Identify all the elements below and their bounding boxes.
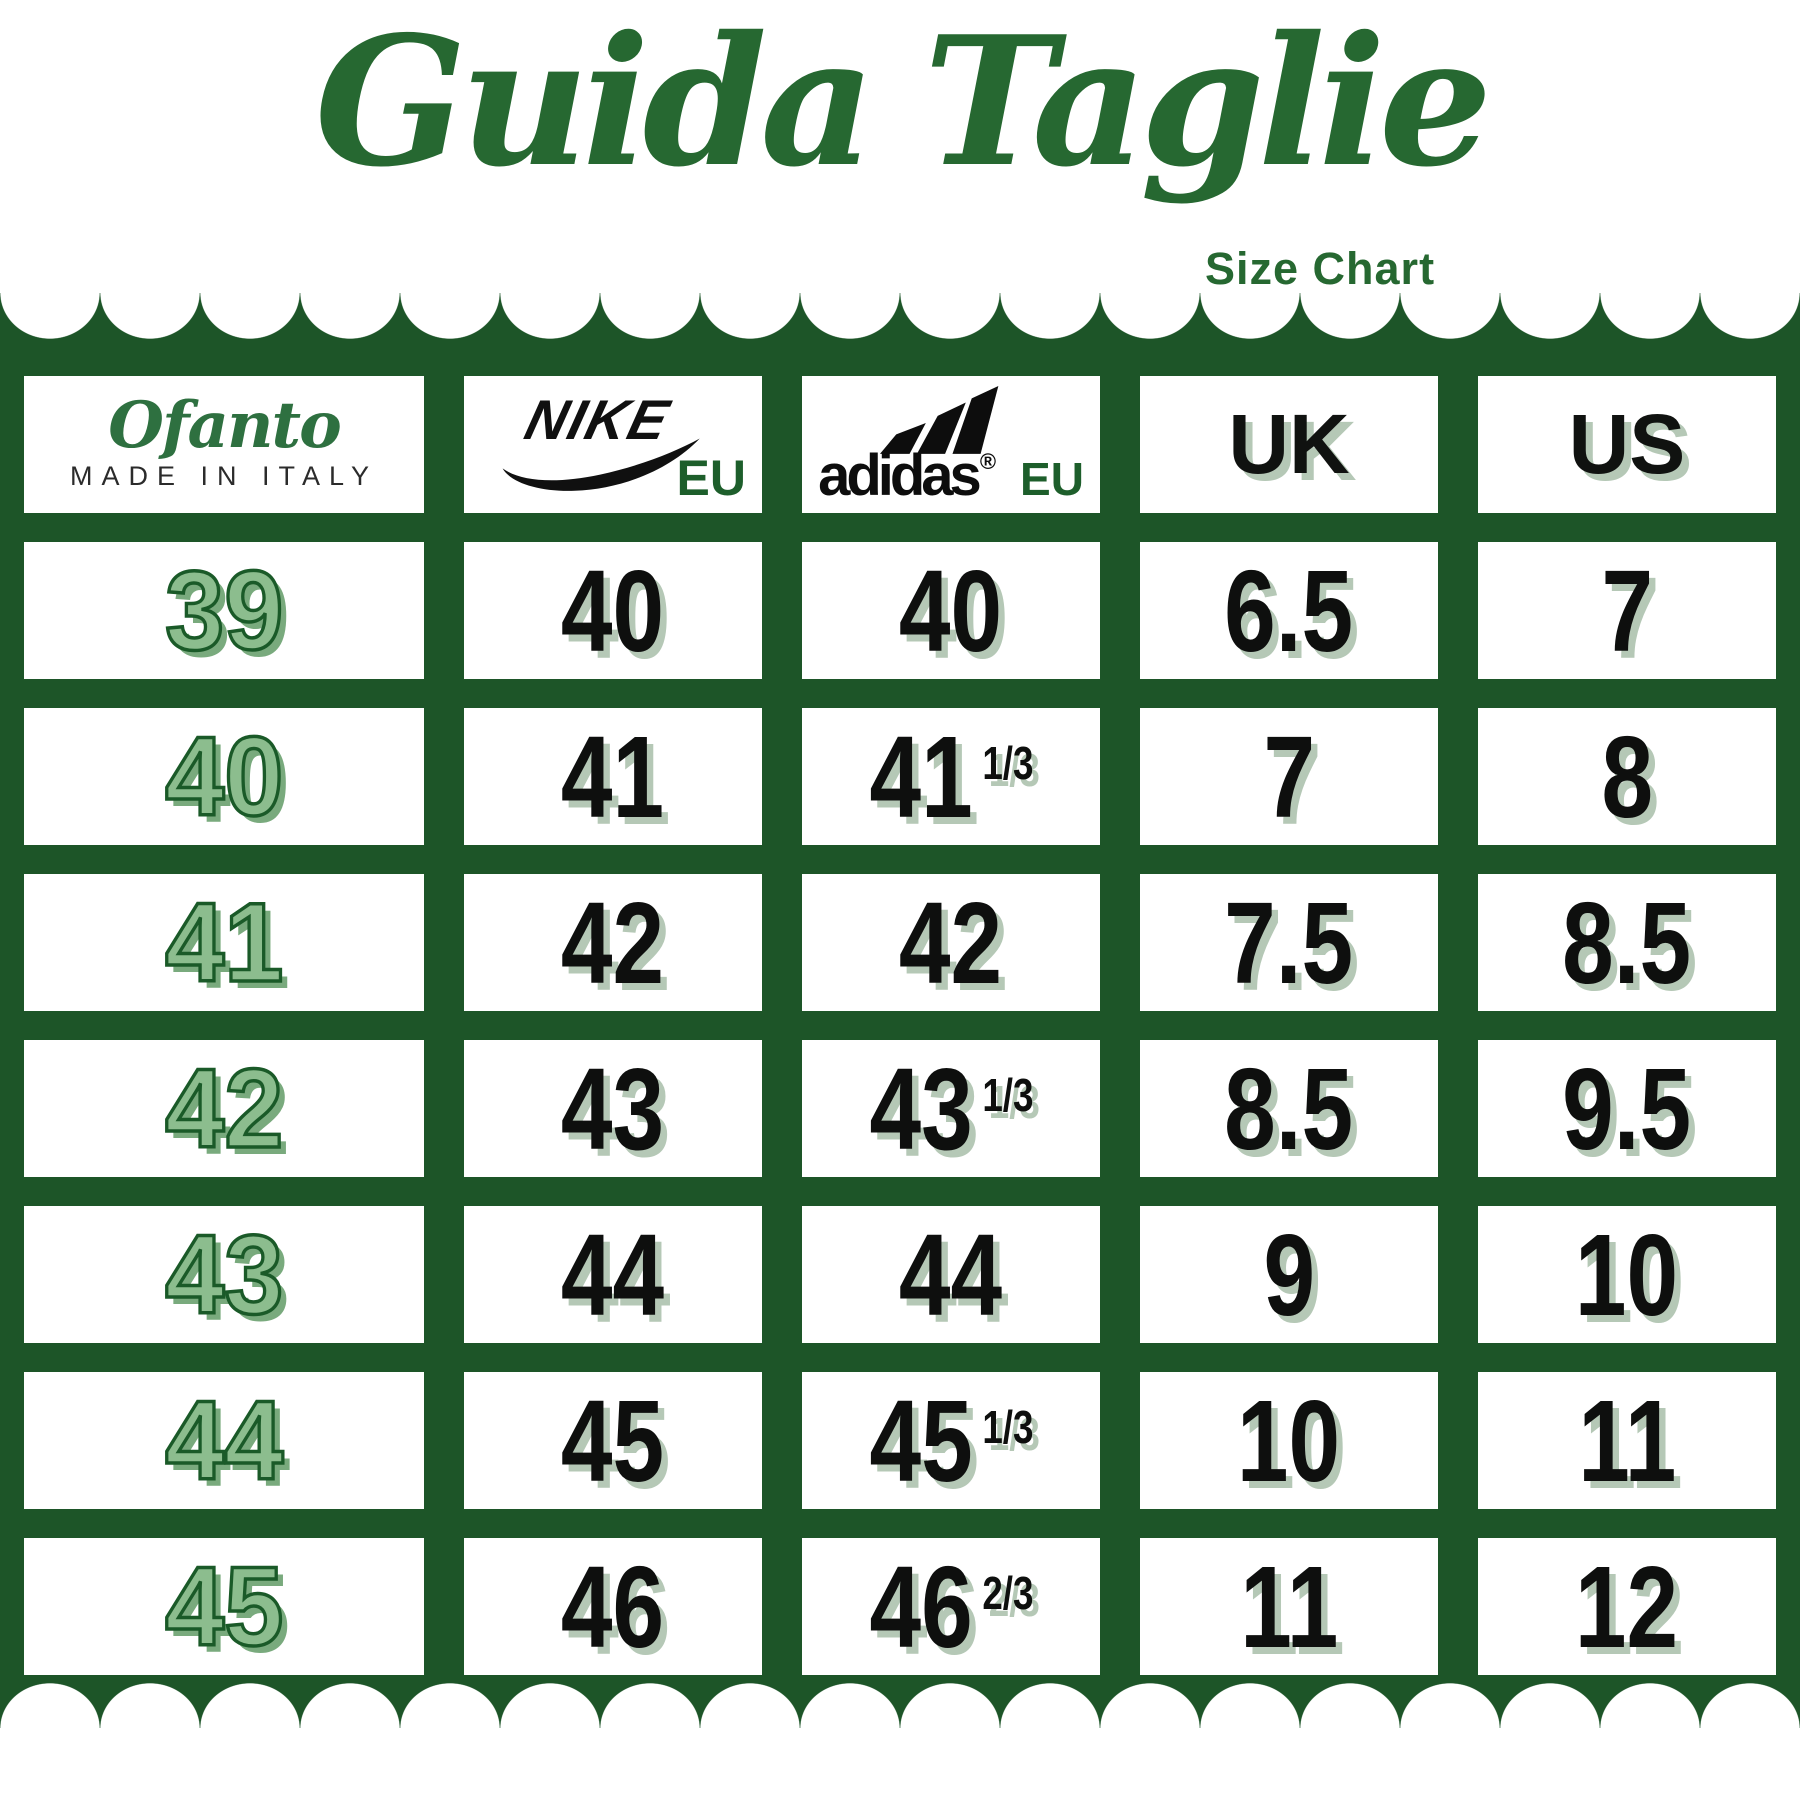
us-column-label: US — [1568, 397, 1686, 491]
ofanto-brand-name: Ofanto — [108, 388, 342, 464]
nike-size-value: 43 — [561, 1043, 665, 1174]
nike-size-value: 42 — [561, 877, 665, 1008]
ofanto-size-value: 41 — [163, 879, 285, 1005]
adidas-size-value: 46 2/3 — [868, 1541, 1033, 1672]
uk-size-cell: 6.5 — [1140, 542, 1438, 679]
uk-size-cell: 10 — [1140, 1372, 1438, 1509]
nike-size-cell: 46 — [464, 1538, 762, 1675]
size-table: Ofanto MADE IN ITALY NIKE EU — [24, 376, 1776, 1675]
ofanto-logo: Ofanto MADE IN ITALY — [69, 388, 379, 492]
adidas-size-cell: 40 — [802, 542, 1100, 679]
nike-size-value: 40 — [561, 545, 665, 676]
nike-logo: NIKE — [492, 387, 704, 492]
nike-size-cell: 44 — [464, 1206, 762, 1343]
adidas-size-value: 44 — [899, 1209, 1003, 1340]
adidas-size-value: 45 1/3 — [868, 1375, 1033, 1506]
scallop-bottom-edge — [0, 1683, 1800, 1728]
header-us: US — [1478, 376, 1776, 513]
us-size-cell: 10 — [1478, 1206, 1776, 1343]
uk-size-cell: 9 — [1140, 1206, 1438, 1343]
nike-size-value: 44 — [561, 1209, 665, 1340]
ofanto-size-value: 42 — [163, 1045, 285, 1171]
us-size-cell: 11 — [1478, 1372, 1776, 1509]
us-size-value: 9.5 — [1562, 1043, 1692, 1174]
page-title: Guida Taglie — [314, 0, 1493, 206]
nike-size-value: 46 — [561, 1541, 665, 1672]
us-size-cell: 8.5 — [1478, 874, 1776, 1011]
ofanto-size-cell: 44 — [24, 1372, 424, 1509]
adidas-size-cell: 43 1/3 — [802, 1040, 1100, 1177]
ofanto-size-cell: 42 — [24, 1040, 424, 1177]
ofanto-size-value: 40 — [163, 713, 285, 839]
uk-column-label: UK — [1228, 397, 1350, 491]
registered-trademark-icon: ® — [979, 448, 997, 474]
adidas-size-cell: 44 — [802, 1206, 1100, 1343]
us-size-value: 7 — [1601, 545, 1653, 676]
uk-size-cell: 7 — [1140, 708, 1438, 845]
us-size-value: 8 — [1601, 711, 1653, 842]
adidas-size-cell: 42 — [802, 874, 1100, 1011]
page-subtitle: Size Chart — [1205, 243, 1436, 294]
table-band: Ofanto MADE IN ITALY NIKE EU — [0, 293, 1800, 1728]
adidas-wordmark: adidas — [818, 442, 982, 508]
nike-size-value: 45 — [561, 1375, 665, 1506]
ofanto-size-cell: 39 — [24, 542, 424, 679]
uk-size-value: 10 — [1237, 1375, 1341, 1506]
ofanto-tagline: MADE IN ITALY — [69, 460, 379, 491]
nike-swoosh-icon — [502, 438, 700, 491]
adidas-size-cell: 45 1/3 — [802, 1372, 1100, 1509]
us-size-value: 10 — [1575, 1209, 1679, 1340]
uk-size-value: 11 — [1239, 1541, 1339, 1672]
ofanto-size-value: 44 — [163, 1377, 285, 1503]
us-size-cell: 12 — [1478, 1538, 1776, 1675]
us-size-cell: 8 — [1478, 708, 1776, 845]
title-area: Guida Taglie Size Chart — [0, 0, 1800, 294]
ofanto-size-cell: 45 — [24, 1538, 424, 1675]
header-adidas: adidas ® EU — [802, 376, 1100, 513]
nike-eu-label: EU — [676, 450, 746, 506]
us-size-cell: 7 — [1478, 542, 1776, 679]
us-size-value: 8.5 — [1562, 877, 1692, 1008]
adidas-word-row: adidas ® EU — [818, 442, 1084, 508]
nike-size-cell: 45 — [464, 1372, 762, 1509]
adidas-size-value: 41 1/3 — [868, 711, 1033, 842]
uk-size-value: 6.5 — [1224, 545, 1354, 676]
us-size-value: 12 — [1575, 1541, 1679, 1672]
adidas-eu-label: EU — [1020, 452, 1084, 505]
header-nike: NIKE EU — [464, 376, 762, 513]
us-size-value: 11 — [1577, 1375, 1677, 1506]
uk-size-cell: 7.5 — [1140, 874, 1438, 1011]
ofanto-size-cell: 40 — [24, 708, 424, 845]
scallop-top-edge — [0, 293, 1800, 339]
adidas-size-cell: 46 2/3 — [802, 1538, 1100, 1675]
adidas-mountain-icon — [879, 385, 999, 454]
header-ofanto: Ofanto MADE IN ITALY — [24, 376, 424, 513]
adidas-size-value: 40 — [899, 545, 1003, 676]
nike-size-value: 41 — [561, 711, 665, 842]
adidas-size-value: 42 — [899, 877, 1003, 1008]
nike-size-cell: 43 — [464, 1040, 762, 1177]
nike-wordmark: NIKE — [519, 388, 677, 451]
header-uk: UK — [1140, 376, 1438, 513]
ofanto-size-cell: 41 — [24, 874, 424, 1011]
uk-size-value: 8.5 — [1224, 1043, 1354, 1174]
ofanto-size-value: 43 — [163, 1211, 285, 1337]
nike-size-cell: 40 — [464, 542, 762, 679]
uk-size-cell: 8.5 — [1140, 1040, 1438, 1177]
ofanto-size-cell: 43 — [24, 1206, 424, 1343]
uk-size-cell: 11 — [1140, 1538, 1438, 1675]
uk-size-value: 7 — [1263, 711, 1315, 842]
uk-size-value: 7.5 — [1224, 877, 1354, 1008]
us-size-cell: 9.5 — [1478, 1040, 1776, 1177]
adidas-size-cell: 41 1/3 — [802, 708, 1100, 845]
nike-size-cell: 41 — [464, 708, 762, 845]
ofanto-size-value: 39 — [163, 547, 285, 673]
nike-size-cell: 42 — [464, 874, 762, 1011]
ofanto-size-value: 45 — [163, 1543, 285, 1669]
uk-size-value: 9 — [1263, 1209, 1315, 1340]
adidas-size-value: 43 1/3 — [868, 1043, 1033, 1174]
adidas-logo: adidas ® EU — [818, 385, 1084, 508]
